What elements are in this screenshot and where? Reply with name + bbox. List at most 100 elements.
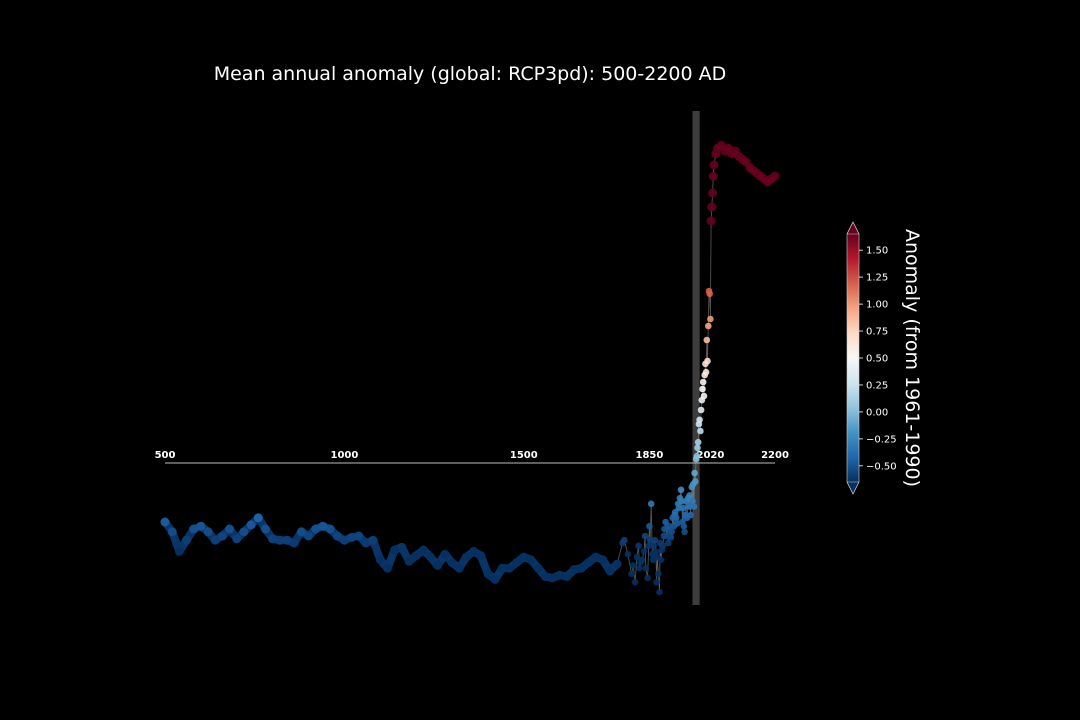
data-point	[555, 570, 565, 580]
data-point	[576, 563, 586, 573]
data-point	[630, 562, 637, 569]
data-point	[361, 538, 371, 548]
data-point	[612, 559, 622, 569]
data-point	[633, 553, 641, 561]
colorbar-tick-label: 1.00	[866, 300, 888, 311]
data-point	[461, 552, 471, 562]
data-point	[318, 521, 328, 531]
data-point	[638, 556, 646, 564]
data-point	[203, 527, 213, 537]
data-point	[210, 535, 220, 545]
data-point	[702, 368, 710, 376]
data-point	[685, 503, 693, 510]
data-point	[674, 520, 681, 527]
data-point	[641, 532, 649, 540]
reference-period-band	[692, 111, 700, 605]
colorbar-extend-min	[846, 481, 860, 495]
data-point	[677, 486, 685, 494]
data-point	[665, 522, 673, 530]
data-point	[296, 527, 306, 537]
data-point	[700, 392, 708, 400]
data-point	[636, 564, 643, 572]
data-point	[692, 478, 699, 485]
data-point	[665, 539, 672, 547]
colorbar-extend-max	[846, 221, 860, 235]
data-point	[653, 578, 660, 586]
data-point	[598, 555, 608, 565]
data-point	[694, 444, 701, 452]
data-point	[681, 528, 688, 536]
colorbar-tick-label: 1.50	[866, 246, 888, 257]
data-point	[433, 560, 443, 570]
data-point	[418, 545, 428, 555]
data-point	[526, 555, 536, 565]
data-point	[275, 535, 285, 545]
data-point	[699, 385, 706, 393]
data-point	[476, 551, 486, 561]
data-point	[569, 565, 579, 575]
colorbar-outline	[846, 221, 860, 495]
data-point	[454, 563, 464, 573]
data-point	[397, 542, 407, 552]
colorbar-tick-label: 0.25	[866, 380, 888, 391]
data-point	[347, 532, 357, 542]
x-tick-label: 2200	[761, 450, 789, 461]
data-point	[282, 535, 292, 545]
series-line-smoothed	[161, 513, 622, 584]
data-point	[404, 556, 414, 566]
data-point	[368, 535, 378, 545]
data-point	[706, 290, 713, 298]
data-point	[709, 160, 719, 170]
data-point	[562, 572, 572, 582]
data-point	[182, 535, 191, 545]
data-point	[447, 558, 457, 568]
data-point	[707, 315, 714, 323]
data-point	[540, 572, 550, 582]
data-point	[646, 522, 653, 530]
data-point	[635, 542, 642, 550]
data-point	[704, 357, 711, 365]
data-point	[679, 504, 687, 512]
data-point	[621, 536, 628, 544]
data-point	[289, 538, 299, 548]
data-point	[689, 497, 696, 505]
data-point	[705, 322, 712, 330]
colorbar-tick-label: 0.50	[866, 354, 888, 365]
data-point	[268, 534, 278, 544]
data-point	[656, 588, 663, 596]
data-point	[440, 549, 450, 559]
data-point	[426, 552, 435, 562]
data-point	[261, 524, 270, 534]
chart-title: Mean annual anomaly (global: RCP3pd): 50…	[214, 63, 727, 85]
data-point	[196, 521, 206, 531]
colorbar-tick-label: 0.00	[866, 407, 888, 418]
data-point	[640, 548, 648, 555]
data-point	[651, 536, 659, 544]
data-point	[505, 563, 514, 573]
data-point	[644, 574, 651, 582]
data-point	[703, 336, 711, 344]
data-point	[646, 536, 654, 544]
data-point	[699, 378, 707, 386]
data-point	[304, 531, 313, 541]
data-point	[375, 555, 385, 565]
data-point	[497, 563, 507, 573]
data-point	[691, 469, 698, 477]
data-point	[411, 551, 421, 561]
data-point	[189, 524, 199, 534]
data-point	[354, 531, 364, 541]
data-point	[339, 535, 349, 545]
data-point	[673, 514, 680, 522]
data-point	[174, 546, 184, 556]
data-point	[253, 513, 263, 523]
data-point	[246, 520, 256, 530]
data-point	[591, 552, 601, 562]
data-point	[667, 534, 675, 541]
data-point	[533, 563, 543, 573]
x-tick-label: 2020	[696, 450, 724, 461]
colorbar-tick-label: −0.25	[866, 434, 897, 445]
data-point	[631, 578, 639, 586]
data-point	[668, 528, 675, 536]
x-tick-label: 1850	[635, 450, 663, 461]
data-point	[642, 564, 650, 572]
